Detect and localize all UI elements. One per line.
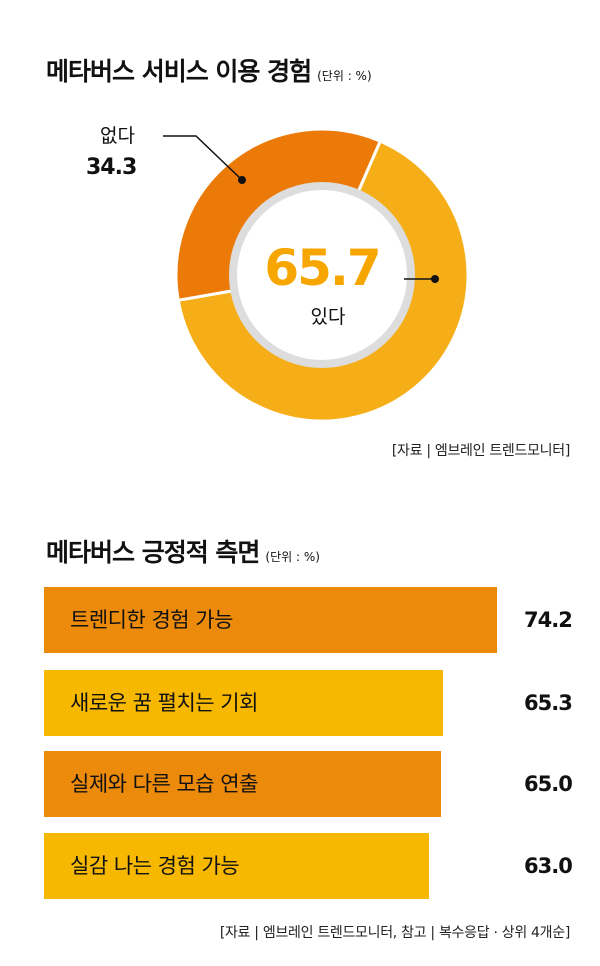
donut-chart-title: 메타버스 서비스 이용 경험 (단위 : %) (46, 52, 372, 88)
donut-unit-label: (단위 : %) (317, 69, 372, 83)
donut-value-yes: 65.7 (264, 239, 379, 297)
donut-center-fill (240, 193, 404, 357)
bar-1 (44, 587, 497, 653)
bar-4 (44, 833, 429, 899)
bar-value-4: 63.0 (524, 854, 573, 878)
donut-value-no: 34.3 (86, 155, 136, 180)
leader-line-no (163, 135, 243, 181)
donut-label-no: 없다 (100, 125, 135, 147)
bar-label-2: 새로운 꿈 펼치는 기회 (70, 691, 258, 715)
bar-label-1: 트렌디한 경험 가능 (70, 608, 233, 632)
bar-value-3: 65.0 (524, 772, 573, 796)
bar-chart-title: 메타버스 긍정적 측면 (단위 : %) (46, 533, 320, 569)
bar-label-4: 실감 나는 경험 가능 (70, 854, 240, 878)
bar-value-2: 65.3 (524, 691, 573, 715)
donut-label-yes: 있다 (311, 306, 346, 328)
bar-label-3: 실제와 다른 모습 연출 (70, 772, 258, 796)
bar-3 (44, 751, 441, 817)
donut-title-text: 메타버스 서비스 이용 경험 (46, 57, 312, 86)
bar-title-text: 메타버스 긍정적 측면 (46, 538, 260, 567)
bar-source-note: [자료 | 엠브레인 트렌드모니터, 참고 | 복수응답 · 상위 4개순] (219, 925, 570, 941)
bar-value-1: 74.2 (524, 608, 573, 632)
donut-source-note: [자료 | 엠브레인 트렌드모니터] (391, 443, 570, 459)
bar-2 (44, 670, 443, 736)
donut-chart: 65.7 있다 없다 34.3 (86, 125, 470, 423)
bar-unit-label: (단위 : %) (265, 550, 320, 564)
leader-dot-yes (431, 275, 439, 283)
leader-dot-no (238, 176, 246, 184)
